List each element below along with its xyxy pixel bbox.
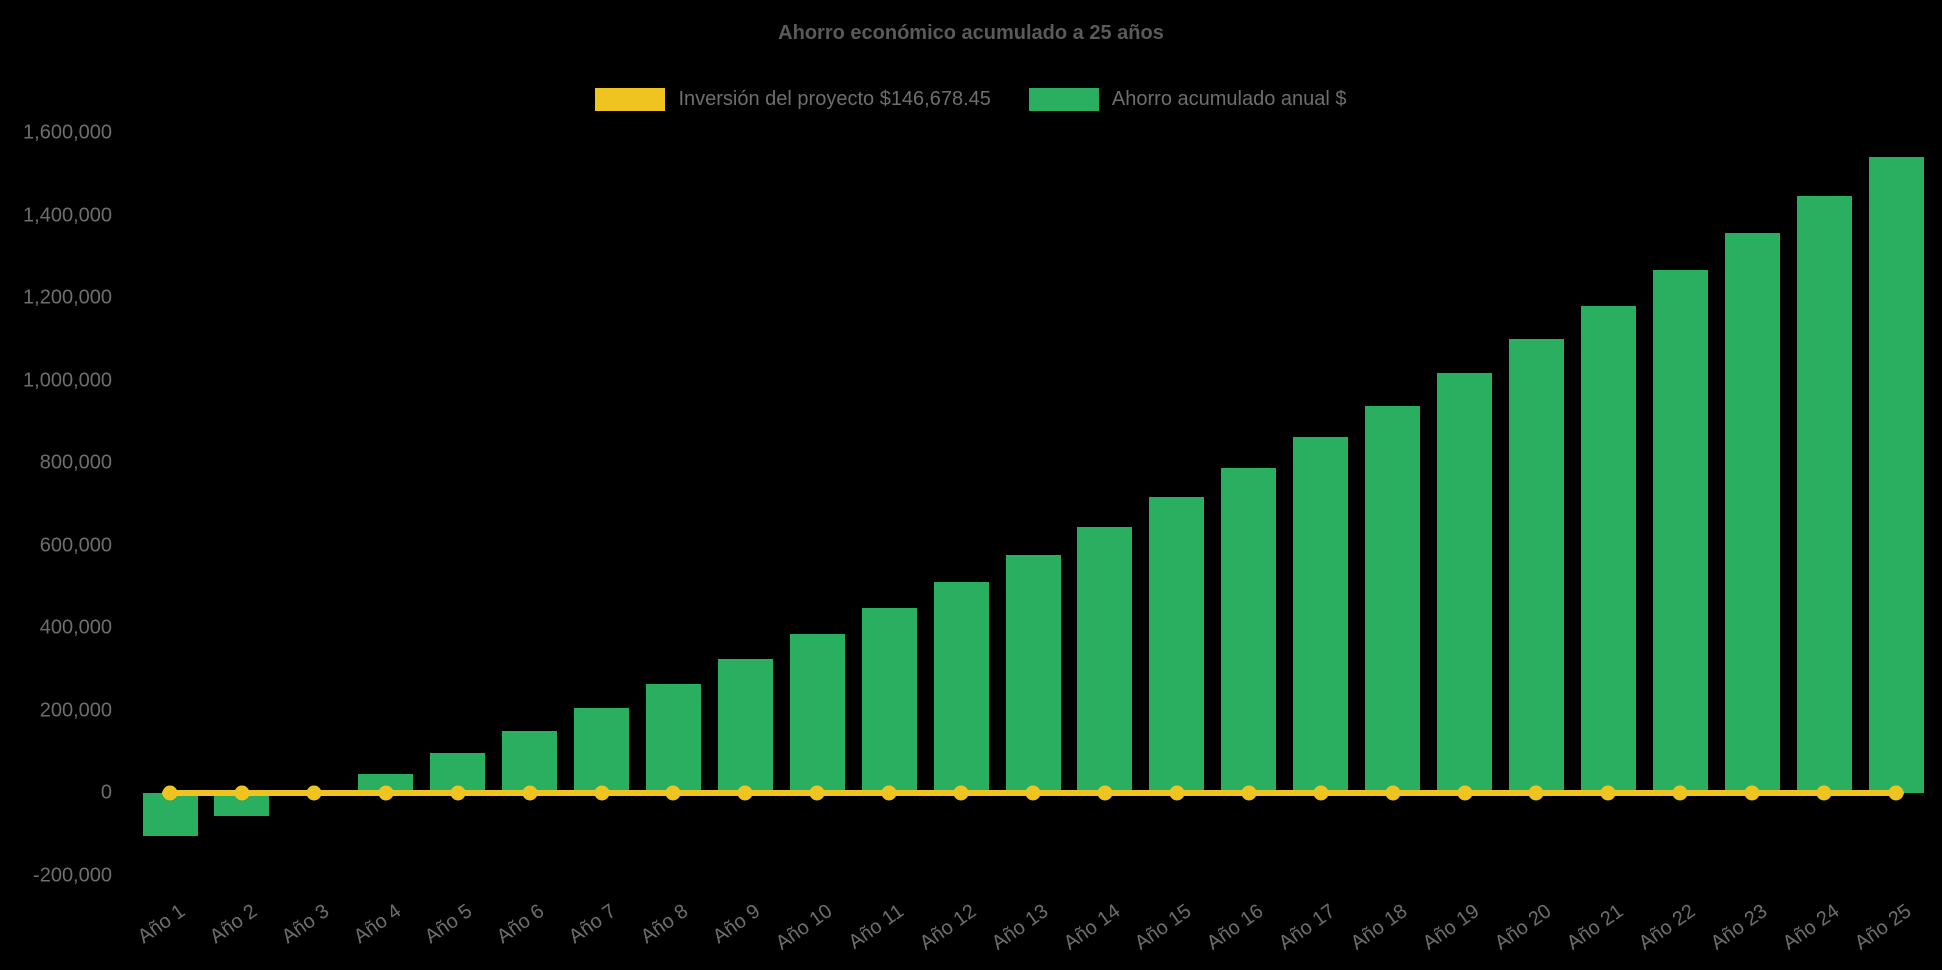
x-axis-tick-label: Año 2 bbox=[205, 900, 261, 949]
x-axis-tick-label: Año 13 bbox=[987, 900, 1053, 955]
x-axis-tick-label: Año 4 bbox=[349, 900, 405, 949]
legend-item-investment[interactable]: Inversión del proyecto $146,678.45 bbox=[595, 88, 991, 111]
bar-año-21[interactable] bbox=[1580, 305, 1636, 793]
investment-line-point[interactable] bbox=[1528, 785, 1544, 801]
x-axis-tick-label: Año 22 bbox=[1634, 900, 1700, 955]
bar-año-10[interactable] bbox=[789, 634, 845, 793]
x-axis-tick-label: Año 7 bbox=[565, 900, 621, 949]
legend-item-savings[interactable]: Ahorro acumulado anual $ bbox=[1028, 88, 1347, 111]
y-axis-tick-label: 400,000 bbox=[39, 616, 112, 639]
x-axis-tick-label: Año 18 bbox=[1347, 900, 1412, 955]
bar-año-16[interactable] bbox=[1221, 467, 1277, 793]
y-axis-tick-label: 1,200,000 bbox=[23, 286, 112, 309]
y-axis-tick-label: 200,000 bbox=[39, 699, 112, 721]
bar-año-8[interactable] bbox=[645, 684, 701, 793]
bar-año-18[interactable] bbox=[1365, 405, 1421, 793]
x-axis-tick-label: Año 25 bbox=[1850, 900, 1916, 955]
x-axis-tick-label: Año 17 bbox=[1275, 900, 1340, 955]
investment-line-point[interactable] bbox=[1169, 785, 1185, 801]
x-axis-tick-label: Año 5 bbox=[421, 900, 477, 949]
chart-title: Ahorro económico acumulado a 25 años bbox=[778, 22, 1164, 44]
investment-line-point[interactable] bbox=[234, 785, 250, 801]
savings-legend-swatch bbox=[1028, 88, 1099, 111]
bar-año-15[interactable] bbox=[1149, 496, 1205, 793]
x-axis-tick-label: Año 15 bbox=[1131, 900, 1196, 955]
x-axis-tick-label: Año 11 bbox=[844, 900, 909, 954]
investment-line-point[interactable] bbox=[1313, 785, 1329, 801]
y-axis-tick-label: 0 bbox=[100, 781, 112, 804]
y-axis-tick-label: 1,400,000 bbox=[23, 204, 112, 226]
investment-line-point[interactable] bbox=[809, 785, 825, 801]
bar-año-13[interactable] bbox=[1005, 554, 1061, 793]
investment-line-point[interactable] bbox=[1025, 785, 1041, 801]
investment-legend-swatch bbox=[595, 88, 666, 111]
investment-line-point[interactable] bbox=[1097, 785, 1113, 801]
bar-año-20[interactable] bbox=[1508, 339, 1564, 793]
investment-line-point[interactable] bbox=[1457, 785, 1472, 801]
bar-año-24[interactable] bbox=[1796, 195, 1852, 793]
x-axis-tick-label: Año 1 bbox=[133, 900, 190, 949]
y-axis-tick-label: 1,000,000 bbox=[23, 369, 112, 391]
bar-año-17[interactable] bbox=[1293, 436, 1349, 793]
bar-año-12[interactable] bbox=[933, 581, 989, 793]
x-axis-tick-label: Año 16 bbox=[1203, 900, 1268, 955]
x-axis-tick-label: Año 24 bbox=[1778, 900, 1844, 955]
bar-año-11[interactable] bbox=[861, 608, 917, 793]
investment-line-point[interactable] bbox=[378, 785, 394, 801]
y-axis-tick-label: 600,000 bbox=[39, 534, 112, 556]
x-axis-tick-label: Año 20 bbox=[1490, 900, 1556, 955]
y-axis-tick-label: 800,000 bbox=[39, 451, 112, 474]
savings-legend-label: Ahorro acumulado anual $ bbox=[1111, 88, 1347, 110]
bar-año-19[interactable] bbox=[1437, 373, 1492, 793]
x-axis-tick-label: Año 8 bbox=[637, 900, 693, 949]
x-axis-tick-label: Año 14 bbox=[1059, 900, 1124, 955]
x-axis-tick-label: Año 19 bbox=[1418, 900, 1484, 955]
bar-año-4[interactable] bbox=[358, 773, 414, 793]
investment-line-point[interactable] bbox=[665, 785, 681, 801]
x-axis-tick-label: Año 3 bbox=[277, 900, 333, 949]
investment-line-point[interactable] bbox=[1672, 785, 1688, 801]
y-axis-tick-label: 1,600,000 bbox=[23, 121, 112, 144]
bar-año-7[interactable] bbox=[574, 708, 629, 793]
x-axis-tick-label: Año 10 bbox=[771, 900, 837, 955]
bar-año-6[interactable] bbox=[502, 730, 558, 793]
chart-legend: Inversión del proyecto $146,678.45 Ahorr… bbox=[0, 88, 1942, 111]
investment-line-point[interactable] bbox=[953, 785, 969, 801]
investment-line-point[interactable] bbox=[1241, 785, 1257, 801]
investment-line-point[interactable] bbox=[450, 785, 466, 801]
y-axis-tick-label: -200,000 bbox=[33, 864, 112, 886]
x-axis-tick-label: Año 9 bbox=[708, 900, 765, 949]
x-axis-tick-label: Año 6 bbox=[493, 900, 549, 949]
bar-año-2[interactable] bbox=[214, 793, 270, 816]
investment-line-point[interactable] bbox=[1816, 785, 1832, 801]
investment-line-point[interactable] bbox=[881, 785, 897, 801]
investment-line-point[interactable] bbox=[522, 785, 538, 801]
investment-line-point[interactable] bbox=[162, 785, 178, 801]
investment-line-point[interactable] bbox=[594, 785, 609, 801]
investment-line-point[interactable] bbox=[306, 785, 322, 801]
bar-año-23[interactable] bbox=[1724, 232, 1780, 793]
bar-año-14[interactable] bbox=[1077, 526, 1133, 793]
investment-line-point[interactable] bbox=[1600, 785, 1616, 801]
bar-año-22[interactable] bbox=[1652, 269, 1708, 793]
x-axis-tick-label: Año 21 bbox=[1562, 900, 1628, 955]
investment-line-point[interactable] bbox=[1744, 785, 1760, 801]
investment-line-point[interactable] bbox=[1385, 785, 1401, 801]
bar-año-9[interactable] bbox=[717, 658, 773, 793]
bar-año-25[interactable] bbox=[1868, 156, 1924, 793]
investment-legend-label: Inversión del proyecto $146,678.45 bbox=[678, 88, 991, 110]
x-axis-tick-label: Año 12 bbox=[915, 900, 981, 955]
x-axis-tick-label: Año 23 bbox=[1706, 900, 1772, 955]
investment-line-point[interactable] bbox=[737, 785, 753, 801]
investment-line-point[interactable] bbox=[1888, 785, 1904, 801]
